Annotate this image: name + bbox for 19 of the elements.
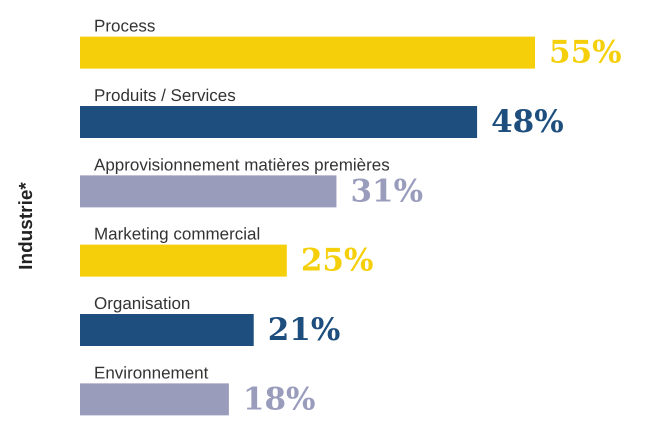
bar — [80, 175, 336, 208]
y-tick-label: Environnement — [94, 363, 209, 382]
y-tick-label: Produits / Services — [94, 86, 236, 105]
y-axis-title: Industrie* — [16, 182, 37, 270]
y-tick-label: Marketing commercial — [94, 224, 260, 244]
bar — [80, 244, 287, 277]
bar — [80, 383, 229, 416]
bar — [80, 314, 254, 346]
data-label: 55% — [549, 34, 622, 71]
data-label: 18% — [242, 381, 316, 418]
data-label: 21% — [268, 312, 340, 348]
data-label: 48% — [491, 104, 564, 140]
y-tick-label: Approvisionnement matières premières — [94, 155, 390, 174]
data-label: 25% — [300, 242, 374, 279]
y-tick-label: Process — [94, 16, 156, 36]
bar — [80, 106, 478, 138]
bar — [80, 36, 535, 69]
data-label: 31% — [350, 173, 424, 210]
y-tick-label: Organisation — [94, 294, 190, 313]
